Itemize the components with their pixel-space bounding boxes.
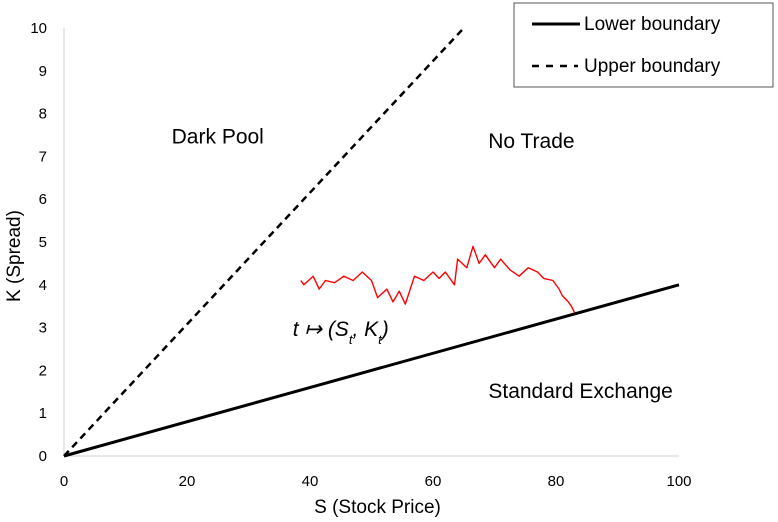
x-tick-label: 0	[60, 473, 68, 490]
x-tick-label: 60	[425, 473, 442, 490]
y-tick-label: 10	[30, 20, 47, 37]
x-tick-label: 100	[666, 473, 691, 490]
annotation-standard-exchange: Standard Exchange	[488, 380, 672, 403]
formula-main: t ↦ (S	[293, 318, 349, 341]
y-tick-label: 1	[39, 405, 47, 422]
x-tick-label: 40	[302, 473, 319, 490]
y-tick-label: 4	[39, 277, 47, 294]
legend: Lower boundary Upper boundary	[513, 2, 774, 88]
formula-sep: , K	[352, 318, 379, 341]
formula-sub-t: t	[349, 332, 354, 347]
annotation-no-trade: No Trade	[488, 130, 574, 153]
x-tick-label: 80	[548, 473, 565, 490]
y-tick-label: 9	[39, 63, 47, 80]
formula-close: )	[379, 318, 389, 341]
y-axis-label: K (Spread)	[4, 210, 25, 302]
y-tick-label: 7	[39, 148, 47, 165]
x-tick-label: 20	[179, 473, 196, 490]
random-path-line	[300, 245, 576, 313]
y-tick-label: 0	[39, 448, 47, 465]
y-tick-label: 3	[39, 320, 47, 337]
axes	[63, 28, 679, 457]
annotation-path-formula: t ↦ (St, Kt)	[293, 318, 389, 347]
x-tick-labels: 0 20 40 60 80 100	[60, 473, 692, 490]
legend-box	[513, 2, 774, 88]
x-axis-label: S (Stock Price)	[314, 497, 441, 518]
y-tick-label: 2	[39, 362, 47, 379]
series-lines	[63, 27, 680, 458]
y-tick-label: 5	[39, 234, 47, 251]
annotation-dark-pool: Dark Pool	[172, 126, 264, 149]
legend-label-upper: Upper boundary	[584, 56, 721, 77]
upper-boundary-line	[63, 27, 465, 457]
y-tick-label: 8	[39, 106, 47, 123]
region-annotations: Dark Pool No Trade Standard Exchange t ↦…	[172, 126, 673, 404]
lower-boundary-line	[63, 283, 680, 458]
y-tick-labels: 0 1 2 3 4 5 6 7 8 9 10	[30, 20, 47, 465]
legend-label-lower: Lower boundary	[584, 14, 721, 35]
y-tick-label: 6	[39, 191, 47, 208]
formula-sub-t2: t	[378, 332, 383, 347]
